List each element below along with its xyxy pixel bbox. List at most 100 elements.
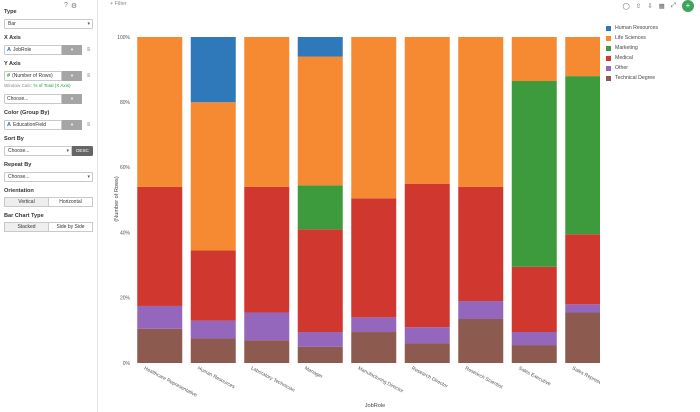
bar-segment[interactable] [190, 250, 236, 321]
bar-segment[interactable] [190, 102, 236, 251]
y-axis-title: Y Axis [4, 61, 21, 67]
y-tick-label: 40% [120, 230, 131, 236]
help-icon[interactable]: ? [64, 2, 68, 9]
sort-order-button[interactable]: DESC [72, 145, 93, 156]
add-button[interactable]: + [682, 0, 694, 12]
hamburger-menu-icon[interactable]: ≡ [86, 72, 91, 79]
legend: Human Resources Life Sciences Marketing Med… [606, 23, 658, 83]
bar-segment[interactable] [137, 305, 183, 329]
repeat-by-value: Choose... [8, 173, 30, 180]
legend-item[interactable]: Technical Degree [606, 73, 658, 83]
bar-segment[interactable] [565, 304, 600, 313]
color-title: Color (Group By) [4, 110, 50, 116]
bar-segment[interactable] [244, 37, 290, 187]
hamburger-menu-icon[interactable]: ≡ [86, 46, 91, 53]
bar-segment[interactable] [297, 185, 343, 230]
panel-icons: ? ⚙ [64, 2, 77, 10]
x-axis-dropdown-button[interactable]: ▾ [62, 44, 82, 55]
bar-segment[interactable] [137, 37, 183, 187]
bar-segment[interactable] [244, 186, 290, 313]
bar-segment[interactable] [458, 186, 504, 302]
bar-segment[interactable] [244, 340, 290, 363]
download-icon[interactable]: ⇩ [647, 3, 653, 10]
legend-label: Other [615, 65, 628, 71]
legend-swatch [606, 65, 611, 71]
color-field[interactable]: A EducationField [4, 119, 62, 130]
bar-segment[interactable] [458, 301, 504, 319]
sort-by-select[interactable]: Choose... ▾ [4, 145, 72, 156]
bar-segment[interactable] [351, 332, 397, 363]
filter-button[interactable]: + Filter [110, 1, 127, 7]
y-axis-ticks: 0% 20% 40% 60% 80% 100% [117, 35, 130, 367]
gear-icon[interactable]: ⚙ [70, 3, 78, 10]
repeat-by-select[interactable]: Choose... ▾ [4, 171, 93, 182]
y-axis-dropdown-button[interactable]: ▾ [62, 70, 82, 81]
bar-segment[interactable] [137, 328, 183, 363]
bar-segment[interactable] [297, 37, 343, 57]
bar-segment[interactable] [565, 76, 600, 235]
type-select[interactable]: Bar ▾ [4, 18, 93, 29]
stacked-bar-chart: 0% 20% 40% 60% 80% 100% Healthcare Representa… [114, 35, 600, 409]
bar-chart-type-title: Bar Chart Type [4, 213, 44, 219]
bar-segment[interactable] [511, 37, 557, 82]
text-type-icon: A [7, 121, 11, 128]
bar-segment[interactable] [404, 327, 450, 344]
legend-swatch [606, 75, 611, 81]
x-tick-label: Research Scientist [464, 365, 504, 390]
bar-segment[interactable] [351, 37, 397, 199]
share-icon[interactable]: ⇧ [635, 3, 642, 10]
orientation-vertical-button[interactable]: Vertical [4, 197, 49, 207]
x-tick-label: Sales Executive [517, 365, 551, 387]
hamburger-menu-icon[interactable]: ≡ [86, 121, 91, 128]
expand-icon[interactable]: ⤢ [670, 2, 676, 9]
bar-segment[interactable] [511, 345, 557, 363]
bar-segment[interactable] [511, 332, 557, 346]
table-icon[interactable]: ▦ [658, 3, 665, 10]
bar-segment[interactable] [565, 312, 600, 363]
text-type-icon: A [7, 46, 11, 53]
legend-swatch [606, 55, 611, 61]
legend-item[interactable]: Life Sciences [606, 33, 658, 43]
y-axis-field[interactable]: # (Number of Rows) [4, 70, 62, 81]
legend-item[interactable]: Other [606, 63, 658, 73]
legend-swatch [606, 35, 611, 41]
sort-by-title: Sort By [4, 136, 24, 142]
bar-segment[interactable] [511, 266, 557, 333]
bar-segment[interactable] [565, 37, 600, 77]
legend-item[interactable]: Human Resources [606, 23, 658, 33]
bar-segment[interactable] [297, 229, 343, 333]
bar-segment[interactable] [565, 234, 600, 305]
bar-segment[interactable] [190, 37, 236, 103]
chevron-down-icon: ▾ [87, 173, 90, 180]
legend-item[interactable]: Medical [606, 53, 658, 63]
chevron-down-icon: ▾ [66, 147, 69, 154]
legend-item[interactable]: Marketing [606, 43, 658, 53]
y-axis-extra-select[interactable]: Choose... [4, 93, 62, 104]
y-axis-extra-dropdown-button[interactable]: ▾ [62, 93, 82, 104]
bar-segment[interactable] [244, 312, 290, 341]
bar-segment[interactable] [137, 186, 183, 306]
x-axis-field[interactable]: A JobRole [4, 44, 62, 55]
bar-segment[interactable] [404, 37, 450, 184]
bar-segment[interactable] [297, 56, 343, 186]
x-tick-label: Human Resources [196, 365, 236, 390]
window-calc-line[interactable]: Window Calc: % of Total (X Axis) [4, 83, 93, 89]
bar-segment[interactable] [190, 338, 236, 363]
side-by-side-button[interactable]: Side by Side [49, 222, 93, 232]
color-dropdown-button[interactable]: ▾ [62, 119, 82, 130]
bar-segment[interactable] [190, 320, 236, 339]
bar-segment[interactable] [297, 346, 343, 363]
bar-segment[interactable] [297, 332, 343, 347]
y-tick-label: 80% [120, 100, 131, 106]
stacked-button[interactable]: Stacked [4, 222, 49, 232]
bar-segment[interactable] [458, 318, 504, 363]
comment-icon[interactable]: ◯ [622, 3, 630, 10]
bar-segment[interactable] [458, 37, 504, 187]
bar-segment[interactable] [404, 183, 450, 328]
bar-segment[interactable] [511, 81, 557, 267]
bar-segment[interactable] [351, 317, 397, 333]
filter-label: Filter [114, 1, 127, 7]
bar-segment[interactable] [351, 198, 397, 318]
bar-segment[interactable] [404, 343, 450, 363]
orientation-horizontal-button[interactable]: Horizontal [49, 197, 93, 207]
